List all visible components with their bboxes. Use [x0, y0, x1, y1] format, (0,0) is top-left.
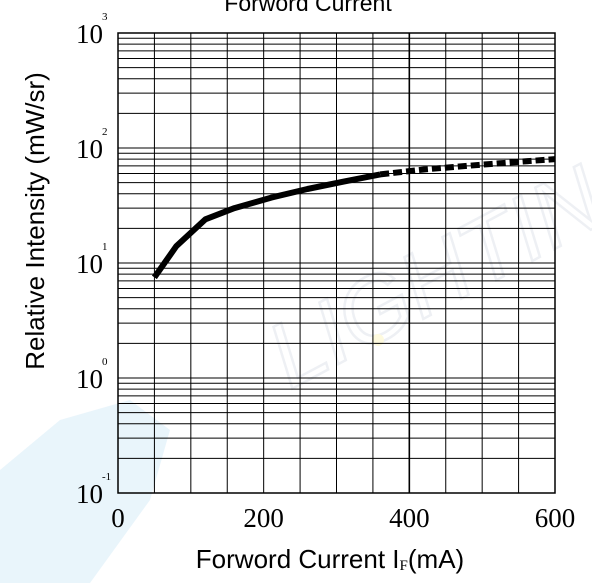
- y-tick-exponent: 3: [102, 11, 108, 23]
- watermark: LIGHTING: [0, 112, 592, 583]
- x-axis-label-main: Forword Current I: [196, 544, 400, 574]
- y-tick-exponent: 1: [102, 241, 108, 253]
- x-axis-label-subscript: F: [400, 558, 408, 574]
- x-axis-label: Forword Current IF(mA): [196, 544, 464, 574]
- chart-title: Forword Current: [224, 0, 392, 16]
- y-tick-label: 10: [76, 479, 103, 509]
- y-tick-exponent: 0: [102, 356, 108, 368]
- y-axis-label: Relative Intensity (mW/sr): [20, 72, 50, 370]
- x-tick-label: 600: [535, 503, 576, 533]
- x-tick-labels: 0 200 400 600: [111, 503, 575, 533]
- series-line-solid: [151, 171, 381, 280]
- plot-frame: [117, 32, 556, 494]
- series-layer: [151, 156, 556, 280]
- y-tick-exponent: -1: [102, 471, 111, 483]
- y-tick-label: 10: [76, 134, 103, 164]
- x-tick-label: 200: [243, 503, 284, 533]
- grid: [117, 33, 556, 494]
- x-tick-label: 400: [389, 503, 430, 533]
- watermark-dot: [372, 334, 384, 346]
- watermark-logo: [0, 400, 170, 583]
- y-tick-label: 10: [76, 364, 103, 394]
- y-tick-label: 10: [76, 19, 103, 49]
- plot-border: [117, 32, 556, 494]
- y-tick-exponent: 2: [102, 126, 108, 138]
- series-line-dashed: [379, 156, 556, 178]
- x-tick-label: 0: [111, 503, 125, 533]
- y-tick-label: 10: [76, 249, 103, 279]
- x-axis-label-unit: (mA): [408, 544, 464, 574]
